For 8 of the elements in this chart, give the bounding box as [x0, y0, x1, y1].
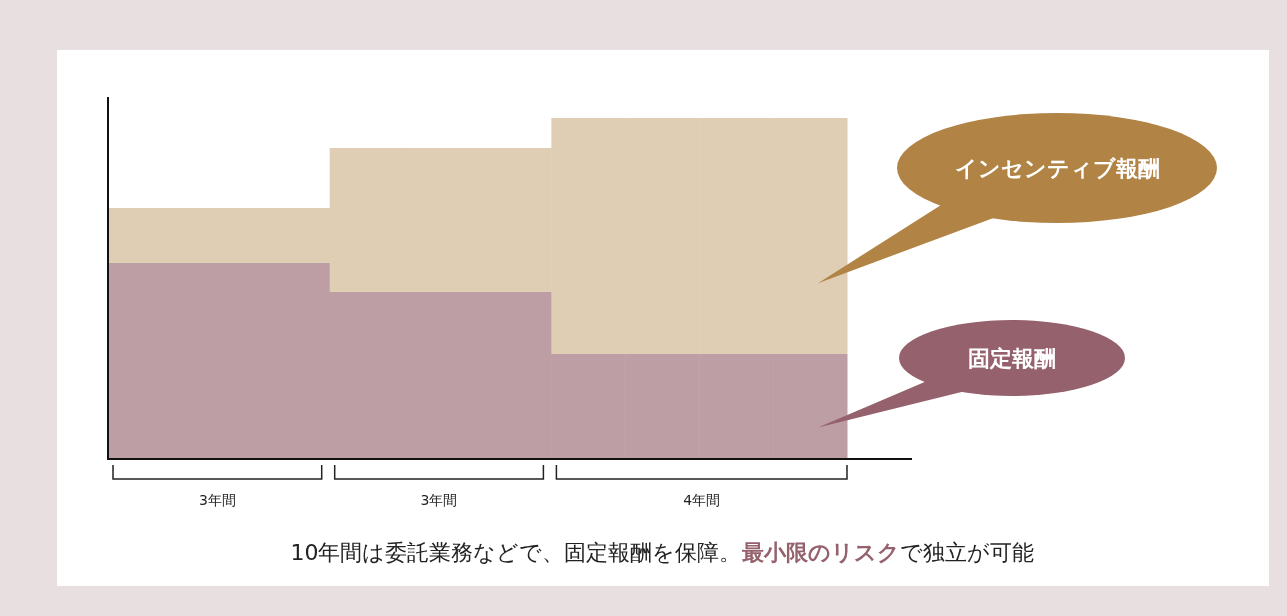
text: 4年間: [683, 492, 721, 508]
text: 3年間: [420, 492, 458, 508]
text: 10年間は委託業務などで、固定報酬を保障。: [290, 540, 742, 565]
text: 固定報酬: [968, 346, 1056, 371]
text: インセンティブ報酬: [954, 156, 1160, 181]
text: で独立が可能: [899, 540, 1034, 565]
text: 3年間: [198, 492, 236, 508]
text: 最小限のリスク: [740, 540, 900, 565]
